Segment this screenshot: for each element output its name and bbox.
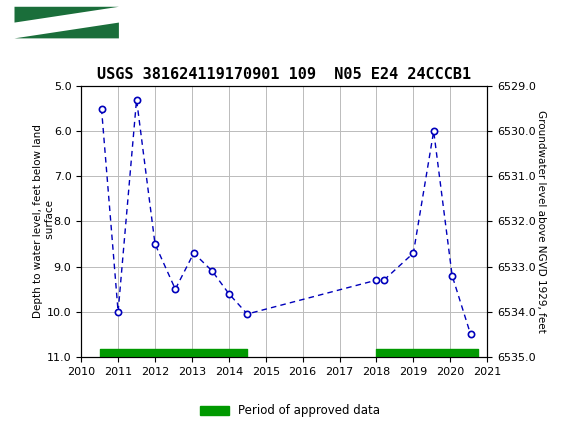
Text: USGS: USGS — [128, 14, 183, 31]
Title: USGS 381624119170901 109  N05 E24 24CCCB1: USGS 381624119170901 109 N05 E24 24CCCB1 — [97, 67, 472, 82]
Y-axis label: Groundwater level above NGVD 1929, feet: Groundwater level above NGVD 1929, feet — [536, 110, 546, 333]
Legend: Period of approved data: Period of approved data — [195, 399, 385, 422]
FancyBboxPatch shape — [14, 7, 119, 38]
Polygon shape — [14, 7, 119, 22]
Y-axis label: Depth to water level, feet below land
 surface: Depth to water level, feet below land su… — [33, 125, 55, 318]
Polygon shape — [14, 22, 119, 38]
